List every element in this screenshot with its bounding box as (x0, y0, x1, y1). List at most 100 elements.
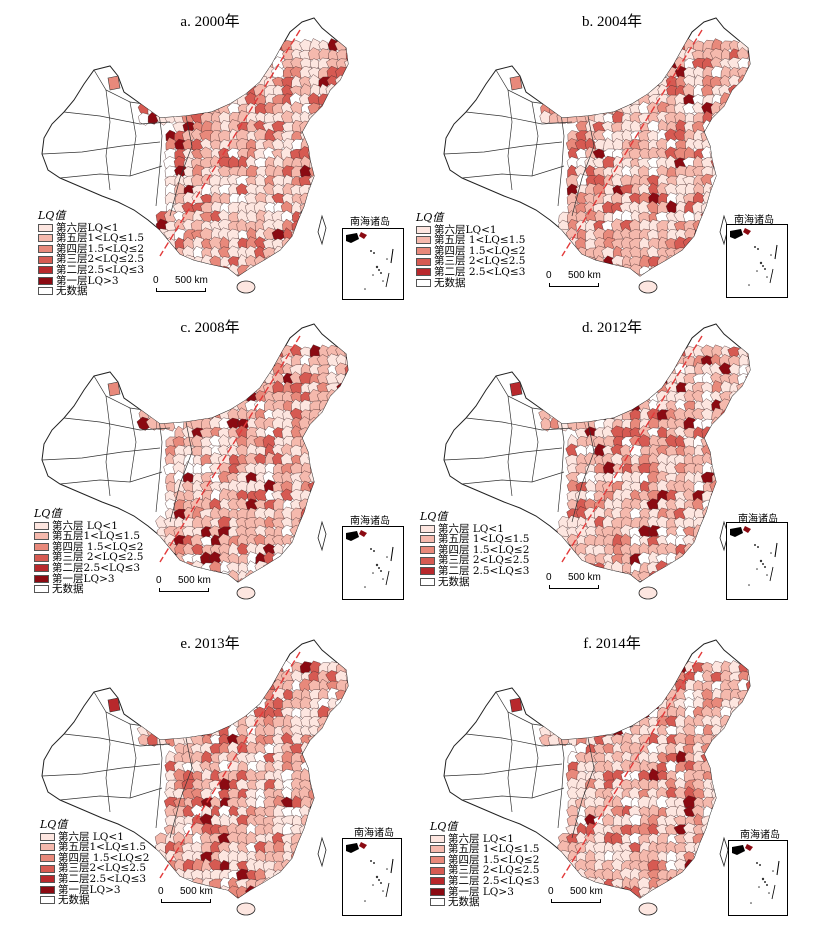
prefecture-region (317, 795, 330, 811)
map-panel-2004: b. 2004年 LQ值 第六层LQ<1 第五层 1<LQ≤1.5 第四层 1.… (412, 6, 812, 316)
prefecture-region (316, 245, 332, 260)
prefecture-region (335, 743, 348, 757)
prefecture-region (343, 84, 348, 99)
prefecture-region (613, 398, 624, 412)
scale-label: 500 km (568, 270, 601, 281)
prefecture-region (729, 805, 743, 820)
prefecture-region (228, 75, 241, 90)
prefecture-region (639, 40, 651, 53)
prefecture-region (345, 193, 348, 206)
legend-item: 第三层 2<LQ≤2.5 (34, 552, 143, 563)
prefecture-region (326, 517, 339, 529)
prefecture-region (656, 679, 669, 694)
prefecture-region (318, 804, 332, 818)
prefecture-region (210, 273, 223, 276)
prefecture-region (345, 462, 348, 475)
scale-line (549, 283, 599, 287)
prefecture-region (307, 544, 322, 558)
legend-item: 第五层 1<LQ≤1.5 (416, 235, 525, 246)
prefecture-region (745, 741, 750, 755)
prefecture-region (747, 48, 750, 61)
prefecture-region (227, 364, 242, 378)
prefecture-region (325, 165, 339, 178)
scale-zero: 0 (546, 572, 552, 583)
prefecture-region (622, 580, 634, 582)
prefecture-region (720, 409, 734, 423)
hainan-island (638, 902, 658, 916)
scale-line (551, 899, 601, 903)
scale-zero: 0 (548, 886, 554, 897)
prefecture-region (728, 147, 741, 160)
prefecture-region (646, 47, 661, 63)
prefecture-region (219, 679, 233, 692)
prefecture-region (208, 661, 223, 676)
prefecture-region (647, 670, 661, 684)
prefecture-region (655, 570, 669, 582)
prefecture-region (664, 263, 680, 276)
prefecture-region (610, 346, 625, 359)
prefecture-region (335, 732, 348, 747)
prefecture-region (612, 580, 626, 582)
prefecture-region (107, 75, 121, 91)
prefecture-region (317, 508, 330, 521)
region-boundary (465, 111, 573, 125)
inset-map (730, 526, 778, 586)
prefecture-region (236, 389, 249, 403)
prefecture-region (719, 425, 733, 439)
prefecture-region (709, 137, 723, 153)
scale-label: 500 km (570, 886, 603, 897)
hu-line (159, 651, 301, 879)
region-boundary (557, 727, 565, 829)
prefecture-region (730, 786, 741, 801)
legend-swatch (40, 896, 55, 905)
prefecture-region (620, 66, 635, 80)
hu-line (561, 29, 703, 257)
prefecture-region (316, 751, 331, 765)
prefecture-region (307, 200, 321, 216)
prefecture-region (720, 498, 732, 512)
region-boundary (571, 115, 595, 217)
legend-swatch (416, 268, 431, 277)
prefecture-region (309, 489, 321, 502)
prefecture-region (576, 409, 590, 421)
prefecture-region (208, 48, 221, 61)
prefecture-region (684, 887, 698, 898)
prefecture-region (264, 47, 276, 61)
prefecture-region (702, 543, 715, 557)
prefecture-region (325, 886, 341, 898)
prefecture-region (720, 192, 732, 206)
prefecture-region (298, 849, 314, 864)
prefecture-region (336, 823, 348, 837)
prefecture-region (271, 272, 285, 276)
prefecture-region (228, 380, 241, 394)
prefecture-region (729, 164, 743, 179)
prefecture-region (282, 255, 295, 269)
prefecture-region (611, 570, 624, 582)
legend-swatch (416, 278, 431, 287)
legend-swatch (40, 864, 55, 873)
prefecture-region (656, 39, 670, 52)
region-boundary (531, 407, 539, 483)
prefecture-region (746, 697, 750, 711)
region-boundary (59, 165, 163, 179)
prefecture-region (345, 750, 348, 765)
prefecture-region (326, 841, 341, 854)
china-map (41, 17, 349, 294)
prefecture-region (327, 434, 339, 449)
prefecture-region (728, 796, 743, 809)
prefecture-region (300, 263, 314, 276)
prefecture-region (336, 714, 348, 729)
prefecture-region (307, 192, 321, 205)
prefecture-region (210, 391, 223, 404)
prefecture-region (719, 129, 734, 142)
prefecture-region (246, 660, 259, 675)
legend-swatch (420, 577, 435, 586)
prefecture-region (729, 417, 743, 432)
prefecture-region (639, 49, 653, 63)
prefecture-region (164, 561, 177, 576)
legend-item: 第六层 LQ<1 (430, 833, 539, 845)
prefecture-region (737, 84, 750, 98)
prefecture-region (702, 868, 714, 881)
inset-map (346, 842, 394, 902)
region-boundary (169, 115, 193, 217)
